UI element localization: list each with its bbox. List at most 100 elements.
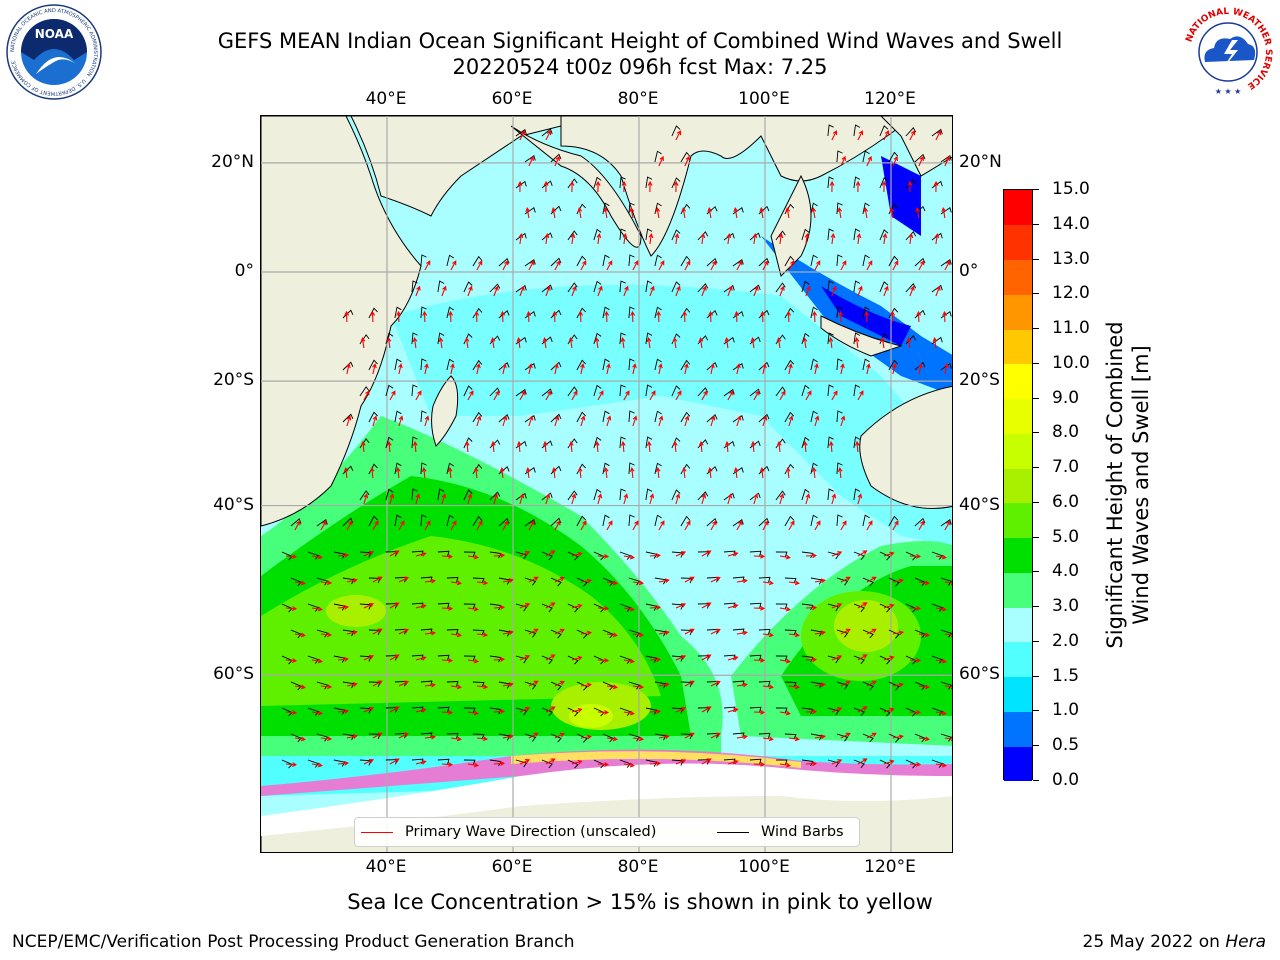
wind-barb bbox=[706, 361, 718, 371]
wind-barb bbox=[420, 680, 433, 687]
wave-arrow bbox=[840, 732, 851, 739]
wave-arrow bbox=[415, 551, 427, 557]
wind-barb bbox=[619, 603, 632, 612]
wave-arrow bbox=[727, 390, 734, 401]
map-gridlines bbox=[261, 116, 952, 852]
wind-barb bbox=[463, 551, 476, 558]
wave-arrow bbox=[285, 606, 298, 611]
wind-barb bbox=[446, 733, 459, 739]
wind-barb bbox=[931, 128, 943, 137]
wave-arrow bbox=[918, 520, 925, 531]
wind-barb bbox=[541, 655, 553, 665]
wave-arrow bbox=[363, 390, 370, 401]
wave-arrow bbox=[363, 603, 375, 609]
wave-arrow bbox=[866, 520, 873, 531]
wave-arrow bbox=[840, 520, 847, 531]
colorbar-segment-12 bbox=[1004, 329, 1032, 365]
wave-arrow bbox=[516, 336, 522, 349]
wave-arrow bbox=[646, 440, 652, 453]
wind-barb bbox=[550, 733, 562, 743]
wind-barb bbox=[645, 228, 653, 241]
wave-arrow bbox=[854, 440, 860, 453]
wind-barb bbox=[463, 759, 476, 766]
wave-arrow bbox=[881, 180, 887, 193]
wave-arrow bbox=[788, 736, 800, 742]
wave-arrow bbox=[724, 336, 730, 349]
wave-arrow bbox=[866, 155, 872, 167]
wind-barb bbox=[931, 655, 944, 664]
wind-barb bbox=[420, 410, 427, 423]
colorbar-tick-label-1: 0.5 bbox=[1052, 735, 1080, 756]
wind-barb bbox=[645, 280, 653, 293]
wave-arrow bbox=[675, 759, 687, 765]
wind-barb bbox=[775, 230, 786, 241]
wave-arrow bbox=[857, 493, 863, 505]
wave-arrow bbox=[814, 415, 820, 427]
wind-barb bbox=[550, 629, 562, 639]
wind-barb bbox=[619, 384, 626, 397]
wind-barb bbox=[853, 603, 865, 613]
wave-arrow bbox=[464, 336, 470, 349]
wind-barb bbox=[888, 255, 899, 267]
colorbar-tick-15 bbox=[1033, 258, 1039, 260]
wind-barb bbox=[879, 281, 889, 293]
wave-arrow bbox=[597, 554, 610, 559]
wave-arrow bbox=[788, 632, 800, 638]
wave-arrow bbox=[814, 630, 826, 636]
wind-barb bbox=[732, 362, 744, 371]
svg-text:★ ★ ★: ★ ★ ★ bbox=[1215, 87, 1242, 96]
wave-arrow bbox=[363, 707, 375, 713]
wind-barb bbox=[671, 489, 681, 501]
wave-arrow bbox=[346, 520, 353, 531]
wind-barb bbox=[446, 514, 455, 527]
colorbar-label-line1: Significant Height of Combined bbox=[1103, 321, 1127, 649]
wave-arrow bbox=[684, 520, 691, 531]
wind-barb bbox=[645, 176, 653, 189]
wind-barb bbox=[810, 514, 818, 527]
chart-title: GEFS MEAN Indian Ocean Significant Heigh… bbox=[217, 29, 1063, 53]
wave-arrow bbox=[724, 440, 730, 453]
wind-barb bbox=[307, 551, 320, 560]
wave-arrow bbox=[632, 736, 645, 742]
wave-arrow bbox=[424, 578, 436, 584]
wave-arrow bbox=[647, 180, 653, 193]
wave-arrow bbox=[337, 604, 350, 610]
wave-arrow bbox=[623, 658, 635, 664]
wave-arrow bbox=[646, 336, 652, 349]
wind-barb bbox=[567, 603, 579, 613]
wave-arrow bbox=[545, 602, 556, 609]
wind-barb bbox=[550, 309, 562, 319]
wind-barb bbox=[541, 759, 553, 769]
wave-arrow bbox=[883, 759, 895, 765]
wave-arrow bbox=[337, 552, 350, 558]
wind-barb bbox=[463, 655, 476, 662]
wind-barb bbox=[940, 310, 952, 319]
wind-barb bbox=[680, 151, 691, 163]
wave-arrow bbox=[840, 576, 851, 583]
wave-arrow bbox=[736, 363, 741, 375]
wave-arrow bbox=[831, 759, 843, 765]
wind-barb bbox=[888, 629, 900, 639]
wave-arrow bbox=[424, 520, 431, 531]
wind-barb bbox=[411, 488, 418, 501]
wave-arrow bbox=[909, 285, 915, 297]
wind-barb bbox=[619, 176, 626, 189]
wind-barb bbox=[541, 388, 553, 397]
wave-arrow bbox=[372, 628, 383, 635]
wave-arrow bbox=[933, 180, 939, 193]
colorbar-segment-6 bbox=[1004, 537, 1032, 573]
wave-arrow bbox=[684, 576, 695, 583]
wave-arrow bbox=[320, 580, 333, 586]
wind-barb bbox=[524, 414, 536, 423]
map-panel bbox=[260, 115, 953, 853]
lon-label-bottom-4: 120°E bbox=[864, 857, 916, 877]
wind-barb bbox=[671, 385, 681, 397]
wave-arrow bbox=[779, 710, 791, 716]
wind-barb bbox=[628, 254, 635, 267]
wave-arrow bbox=[528, 576, 539, 583]
wave-arrow bbox=[398, 363, 403, 375]
wave-arrow bbox=[698, 336, 704, 349]
wind-barb bbox=[576, 255, 586, 267]
wave-arrow bbox=[684, 680, 695, 687]
wind-barb bbox=[671, 125, 681, 137]
